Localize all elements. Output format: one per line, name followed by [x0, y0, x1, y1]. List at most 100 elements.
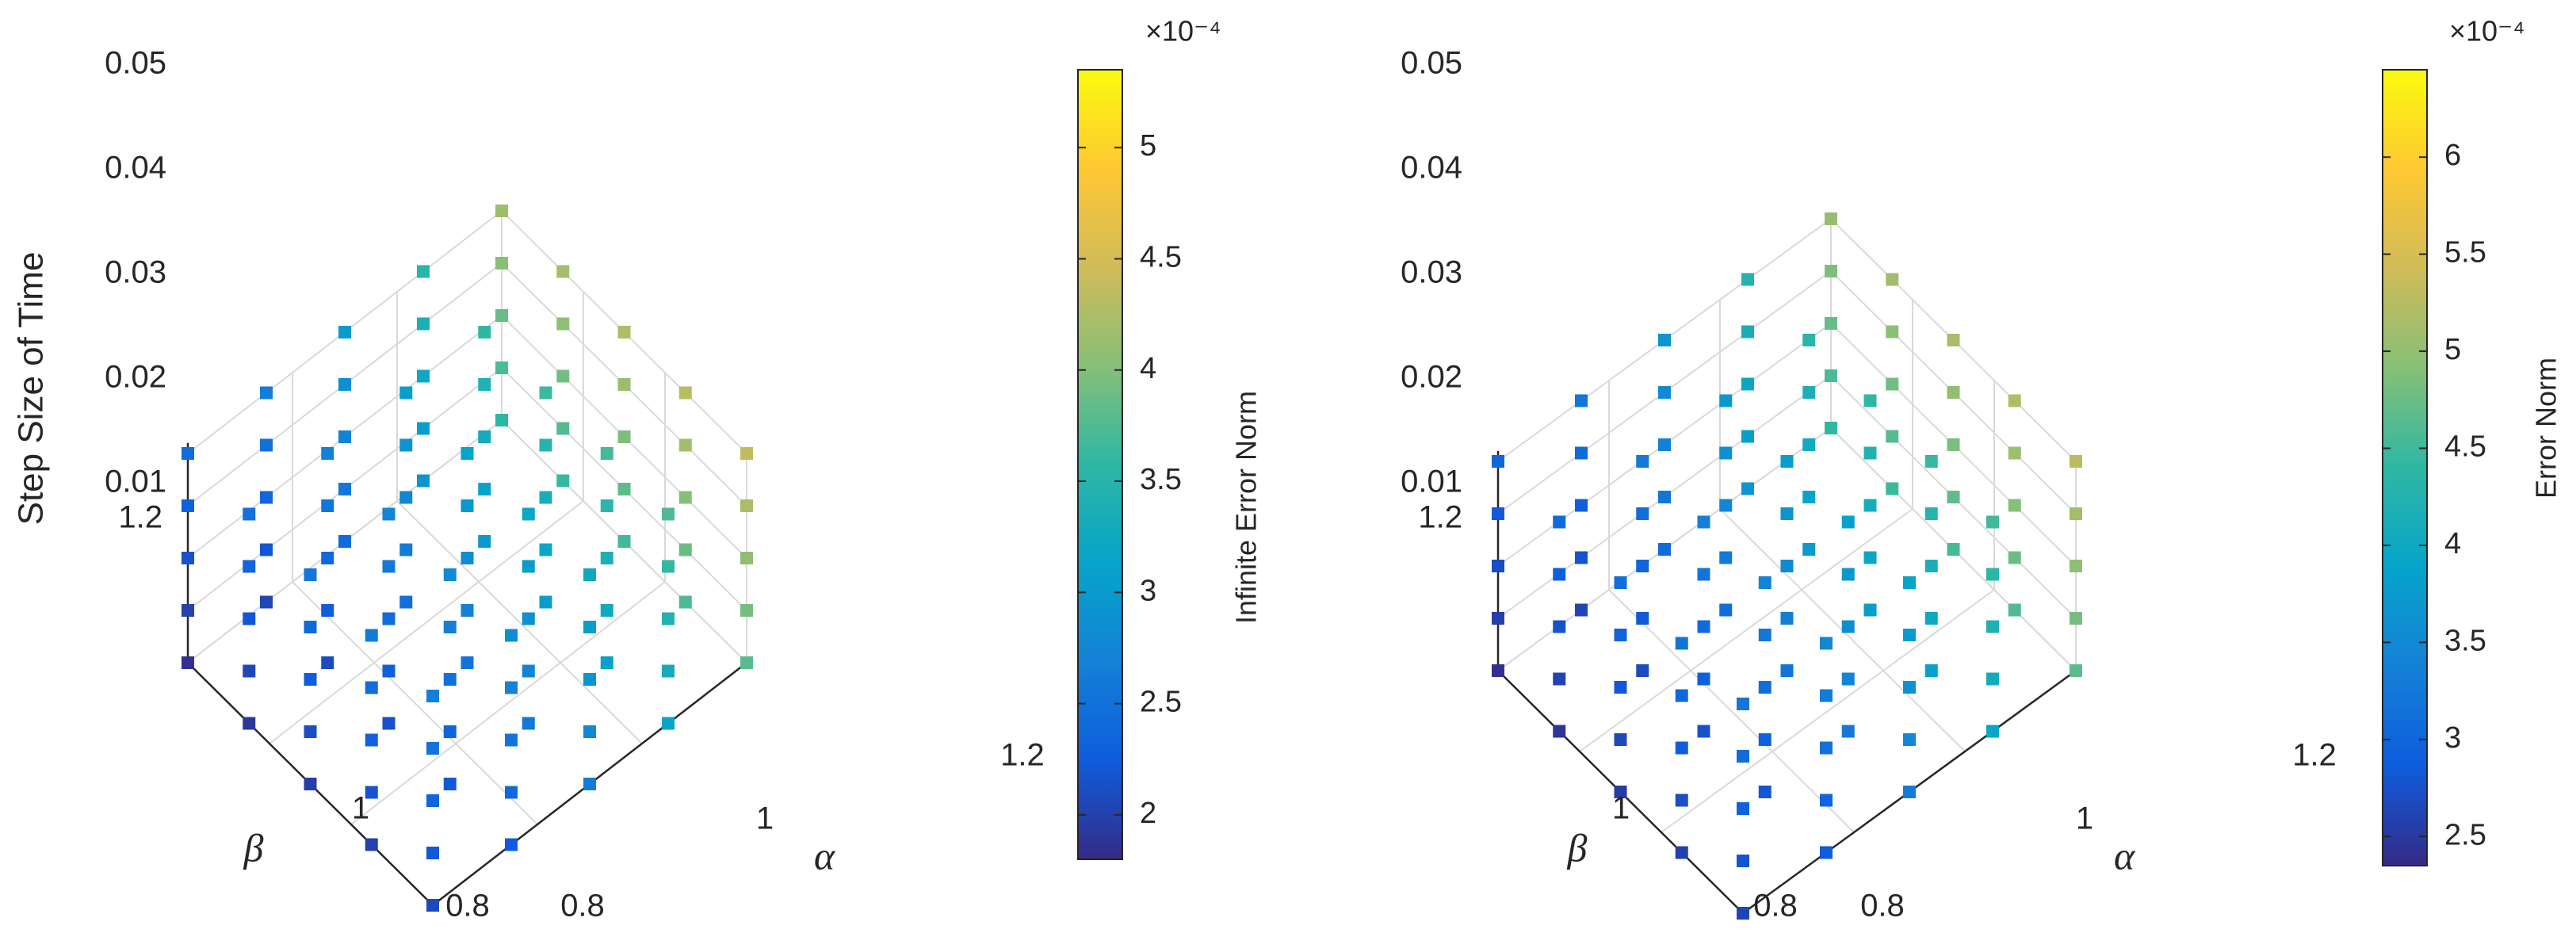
data-point [417, 422, 430, 435]
data-point [1802, 438, 1816, 451]
data-point [495, 257, 508, 270]
data-point [1553, 725, 1566, 738]
data-point [1719, 603, 1733, 617]
data-point [1658, 491, 1671, 503]
data-point [1841, 672, 1855, 686]
data-point [321, 656, 334, 669]
colorbar-tick-label: 3.5 [1140, 463, 1182, 496]
data-point [1614, 576, 1627, 589]
data-point [382, 664, 396, 678]
data-point [1741, 273, 1754, 286]
beta-axis-label: β [1567, 825, 1588, 870]
data-point [1614, 681, 1627, 694]
data-point [678, 438, 692, 452]
data-point [583, 568, 596, 581]
data-point [740, 604, 753, 617]
data-point [1575, 551, 1588, 564]
data-point [338, 535, 351, 548]
data-point [382, 717, 396, 730]
data-point [556, 265, 570, 278]
colorbar-tick-label: 5.5 [2444, 236, 2486, 270]
data-point [1614, 733, 1627, 746]
colorbar-tick-label: 4.5 [2444, 430, 2486, 464]
data-point [1924, 455, 1938, 468]
data-point [1825, 422, 1837, 434]
data-point [1719, 551, 1733, 564]
data-point [1758, 733, 1771, 746]
data-point [1675, 637, 1688, 650]
data-point [243, 717, 256, 730]
data-point [1780, 612, 1794, 625]
data-point [461, 447, 474, 460]
data-point [1863, 603, 1877, 617]
data-point [1802, 543, 1816, 556]
data-point [1841, 515, 1855, 529]
data-point [1820, 794, 1833, 807]
data-point [478, 535, 491, 548]
grid-line [1608, 589, 1855, 833]
beta-tick-label: 1.2 [1418, 500, 1462, 535]
colorbar-tick-label: 5 [1140, 129, 1156, 163]
data-point [443, 621, 457, 633]
colorbar: 2 2.5 3 3.5 4 4.5 5 ×10⁻⁴ Infinite Error Norm [1077, 15, 1263, 860]
data-point [1636, 664, 1649, 677]
data-point [1986, 620, 1999, 633]
data-point [1719, 499, 1733, 512]
data-point [1947, 491, 1960, 503]
beta-axis-label: β [243, 825, 264, 870]
colorbar-tick-label: 3.5 [2444, 624, 2486, 657]
data-point [1825, 369, 1837, 382]
data-point [662, 717, 675, 730]
data-point [399, 543, 413, 556]
data-point [260, 491, 273, 504]
data-point [1658, 334, 1671, 346]
data-point [505, 629, 518, 642]
data-point [1947, 543, 1960, 556]
alpha-tick-label: 1.2 [1000, 738, 1045, 773]
data-point [556, 369, 570, 383]
data-point [243, 507, 256, 521]
data-points [182, 205, 753, 912]
colorbar: 2.5 3 3.5 4 4.5 5 5.5 6 ×10⁻⁴ Error Norm [2382, 15, 2563, 866]
data-point [1575, 446, 1588, 460]
data-point [678, 491, 692, 504]
data-point [1886, 377, 1899, 391]
data-point [443, 725, 457, 738]
colorbar-exponent: ×10⁻⁴ [2449, 15, 2525, 48]
data-point [365, 786, 378, 799]
data-point [1802, 334, 1816, 346]
beta-tick-label: 1 [352, 791, 369, 826]
data-point [1780, 560, 1794, 572]
data-point [260, 543, 273, 556]
data-point [443, 568, 457, 581]
data-point [495, 414, 508, 426]
data-point [1863, 394, 1877, 407]
data-point [365, 681, 378, 694]
data-point [182, 656, 194, 669]
data-point [617, 430, 631, 443]
data-point [417, 265, 430, 278]
data-point [1924, 612, 1938, 625]
data-point [522, 664, 535, 678]
data-point [2070, 560, 2082, 572]
data-point [1802, 386, 1816, 399]
data-point [243, 560, 256, 573]
z-tick-label: 0.05 [105, 46, 166, 81]
data-point [321, 447, 334, 460]
data-point [1780, 664, 1794, 677]
data-point [2008, 499, 2021, 512]
data-point [304, 621, 317, 633]
data-point [600, 552, 613, 564]
colorbar-label: Infinite Error Norm [1230, 391, 1263, 624]
z-tick-label: 0.04 [1401, 151, 1462, 185]
data-point [1863, 446, 1877, 460]
data-point [539, 595, 552, 609]
data-point [678, 386, 692, 400]
data-point [505, 838, 518, 851]
data-point [662, 560, 675, 573]
data-point [600, 499, 613, 512]
data-point [1675, 689, 1688, 702]
data-point [1820, 741, 1833, 755]
data-point [1863, 551, 1877, 564]
data-point [505, 733, 518, 747]
